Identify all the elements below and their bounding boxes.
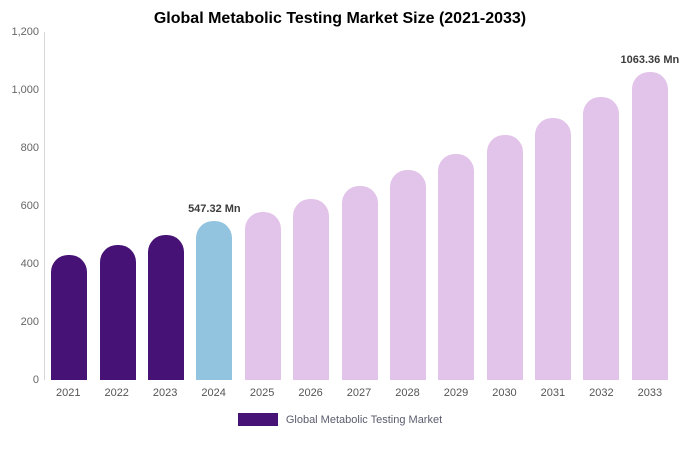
y-tick-label-1000: 1,000 (11, 84, 39, 96)
bar-slot-2030 (481, 32, 529, 380)
bar-slot-2025 (239, 32, 287, 380)
legend[interactable]: Global Metabolic Testing Market (0, 413, 680, 426)
plot-area: 547.32 Mn 1063.36 Mn (45, 32, 679, 380)
x-tick-label-2028: 2028 (395, 387, 420, 399)
bar-2028[interactable] (389, 169, 426, 380)
bar-slot-2028 (384, 32, 432, 380)
x-axis: 2021 2022 2023 2024 2025 2026 2027 2028 2029 2030… (44, 387, 674, 399)
bar-2025[interactable] (244, 211, 281, 380)
bar-2027[interactable] (341, 185, 378, 380)
y-tick-label-800: 800 (20, 142, 39, 154)
bar-2030[interactable] (486, 134, 523, 380)
bar-2026[interactable] (293, 198, 330, 380)
bar-slot-2031 (529, 32, 577, 380)
x-tick-label-2024: 2024 (201, 387, 226, 399)
bar-2033[interactable] (631, 71, 668, 380)
bar-2024[interactable] (196, 221, 233, 380)
legend-label: Global Metabolic Testing Market (285, 413, 443, 426)
x-tick-label-2026: 2026 (298, 387, 323, 399)
y-tick-label-200: 200 (20, 316, 39, 328)
x-tick-label-2030: 2030 (492, 387, 517, 399)
bar-2031[interactable] (535, 117, 572, 380)
legend-swatch-icon (237, 413, 278, 426)
x-tick-label-2025: 2025 (249, 387, 275, 399)
bar-slot-2029 (432, 32, 480, 380)
bar-slot-2022 (93, 32, 141, 380)
x-tick-label-2031: 2031 (540, 387, 566, 399)
bar-2023[interactable] (147, 235, 184, 380)
x-tick-label-2032: 2032 (589, 387, 614, 399)
y-tick-label-600: 600 (20, 200, 39, 212)
bar-2021[interactable] (51, 255, 88, 380)
y-tick-label-0: 0 (32, 374, 39, 386)
bar-slot-2023 (142, 32, 190, 380)
value-label-2033: 1063.36 Mn (620, 53, 680, 66)
bar-2032[interactable] (583, 97, 620, 380)
x-tick-label-2033: 2033 (637, 387, 663, 399)
bar-2029[interactable] (438, 153, 475, 380)
bar-slot-2026 (287, 32, 335, 380)
bar-slot-2033: 1063.36 Mn (621, 32, 679, 380)
bar-slot-2032 (577, 32, 625, 380)
bar-chart: 547.32 Mn 1063.36 Mn 0 200 400 600 800 1,000 1,… (11, 26, 679, 386)
bar-slot-2021 (45, 32, 93, 380)
bar-2022[interactable] (99, 245, 136, 380)
x-tick-label-2021: 2021 (55, 387, 81, 399)
chart-title: Global Metabolic Testing Market Size (20… (153, 10, 527, 27)
bar-slot-2024: 547.32 Mn (188, 32, 241, 380)
x-tick-label-2022: 2022 (104, 387, 129, 399)
x-tick-label-2029: 2029 (443, 387, 469, 399)
value-label-2024: 547.32 Mn (188, 203, 241, 216)
bar-slot-2027 (335, 32, 383, 380)
x-tick-label-2027: 2027 (346, 387, 372, 399)
x-tick-label-2023: 2023 (152, 387, 178, 399)
y-tick-label-400: 400 (20, 258, 39, 270)
y-tick-label-1200: 1,200 (11, 26, 39, 38)
